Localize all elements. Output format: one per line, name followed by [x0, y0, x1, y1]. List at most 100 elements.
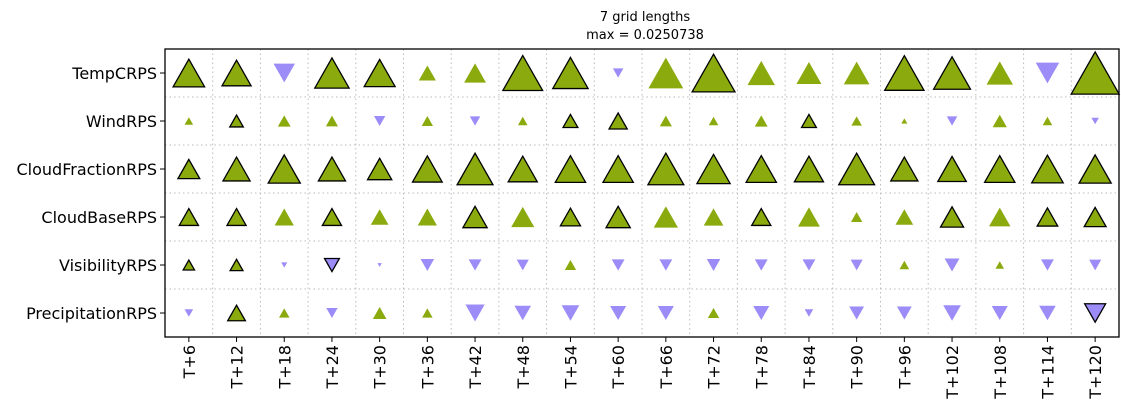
col-label-t-12: T+12 [228, 345, 247, 390]
triangle-marker-cloudbaserps-t-102 [939, 205, 965, 228]
triangle-marker-precipitationrps-t-48 [514, 305, 532, 321]
triangle-marker-visibilityrps-t-72 [706, 259, 721, 271]
col-label-t-42: T+42 [466, 345, 485, 390]
chart-title: 7 grid lengths [600, 10, 690, 25]
triangle-marker-visibilityrps-t-96 [899, 260, 910, 270]
col-label-t-72: T+72 [705, 345, 724, 390]
col-label-t-102: T+102 [943, 345, 962, 400]
triangle-marker-cloudbaserps-t-72 [703, 208, 724, 226]
col-labels: T+6 T+12 T+18 T+24 T+30 T+36 T+42 T+48 T+54 T+60 T… [180, 345, 1105, 400]
triangle-marker-cloudbaserps-t-114 [1036, 206, 1059, 227]
triangle-marker-cloudfractionrps-t-12 [221, 155, 252, 182]
col-label-t-120: T+120 [1086, 345, 1105, 400]
col-label-t-66: T+66 [657, 345, 676, 390]
triangle-marker-precipitationrps-t-84 [804, 309, 814, 317]
triangle-marker-tempcrps-t-102 [932, 55, 972, 90]
triangle-marker-visibilityrps-t-18 [281, 262, 288, 268]
triangle-marker-cloudfractionrps-t-30 [366, 157, 393, 181]
row-label-cloudbaserps: CloudBaseRPS [41, 208, 157, 227]
triangle-marker-tempcrps-t-84 [796, 62, 822, 84]
triangle-marker-visibilityrps-t-114 [1041, 259, 1054, 271]
triangle-marker-cloudfractionrps-t-90 [837, 151, 876, 186]
triangle-marker-cloudfractionrps-t-36 [411, 154, 444, 183]
triangle-marker-tempcrps-t-120 [1070, 50, 1121, 95]
triangle-marker-precipitationrps-t-72 [707, 308, 720, 318]
triangle-marker-cloudbaserps-t-36 [417, 208, 437, 226]
triangle-marker-cloudbaserps-t-42 [461, 205, 489, 229]
triangle-marker-cloudbaserps-t-24 [321, 207, 343, 227]
triangle-marker-cloudfractionrps-t-60 [601, 154, 635, 183]
col-label-t-108: T+108 [991, 345, 1010, 400]
triangle-marker-cloudfractionrps-t-108 [983, 154, 1017, 183]
triangle-marker-cloudfractionrps-t-102 [936, 155, 968, 183]
triangle-marker-cloudbaserps-t-12 [225, 207, 248, 227]
triangle-marker-tempcrps-t-42 [464, 63, 486, 83]
col-label-t-30: T+30 [371, 345, 390, 390]
triangle-marker-visibilityrps-t-30 [377, 263, 382, 267]
triangle-marker-cloudbaserps-t-96 [895, 209, 914, 225]
triangle-marker-visibilityrps-t-66 [659, 259, 673, 271]
grid-lines [165, 49, 1119, 337]
triangle-marker-precipitationrps-t-24 [326, 308, 338, 318]
triangle-marker-windrps-t-114 [1042, 116, 1053, 126]
triangle-marker-precipitationrps-t-108 [991, 305, 1008, 321]
triangle-marker-windrps-t-78 [754, 115, 768, 127]
triangle-marker-visibilityrps-t-24 [323, 257, 341, 273]
triangle-marker-windrps-t-54 [561, 113, 579, 129]
triangle-marker-windrps-t-108 [992, 114, 1007, 128]
triangle-marker-windrps-t-96 [901, 118, 908, 124]
triangle-marker-windrps-t-102 [946, 116, 958, 126]
triangle-marker-windrps-t-120 [1091, 117, 1099, 125]
row-label-cloudfractionrps: CloudFractionRPS [17, 160, 158, 179]
triangle-marker-tempcrps-t-108 [986, 61, 1013, 85]
col-label-t-36: T+36 [418, 345, 437, 390]
triangle-marker-cloudfractionrps-t-48 [507, 154, 539, 183]
triangle-marker-cloudfractionrps-t-120 [1077, 153, 1113, 184]
triangle-marker-visibilityrps-t-120 [1089, 259, 1102, 271]
triangle-marker-tempcrps-t-66 [648, 57, 684, 89]
triangle-marker-precipitationrps-t-42 [465, 304, 485, 322]
triangle-marker-windrps-t-84 [800, 113, 818, 129]
triangle-marker-windrps-t-36 [421, 116, 434, 126]
triangle-marker-cloudfractionrps-t-6 [176, 158, 201, 180]
triangle-marker-tempcrps-t-78 [747, 60, 775, 86]
triangle-marker-cloudbaserps-t-60 [604, 205, 632, 229]
col-label-t-60: T+60 [609, 345, 628, 390]
triangle-marker-precipitationrps-t-30 [372, 307, 387, 319]
triangle-marker-windrps-t-24 [325, 115, 339, 127]
triangle-marker-visibilityrps-t-42 [468, 259, 482, 271]
triangle-marker-precipitationrps-t-36 [422, 308, 433, 318]
triangle-marker-visibilityrps-t-108 [995, 261, 1005, 269]
row-label-windrps: WindRPS [86, 112, 157, 131]
col-label-t-6: T+6 [180, 345, 199, 379]
plot-frame [164, 48, 1120, 338]
triangle-marker-visibilityrps-t-48 [516, 259, 529, 271]
row-labels: TempCRPS WindRPS CloudFractionRPS CloudBase… [17, 64, 158, 323]
triangle-marker-tempcrps-t-36 [418, 65, 436, 81]
triangle-marker-windrps-t-42 [469, 116, 481, 126]
triangle-marker-windrps-t-18 [277, 115, 291, 127]
triangle-marker-precipitationrps-t-18 [279, 308, 290, 318]
triangle-marker-precipitationrps-t-60 [610, 305, 627, 321]
triangle-marker-precipitationrps-t-66 [657, 305, 674, 321]
col-label-t-78: T+78 [752, 345, 771, 390]
triangle-marker-cloudfractionrps-t-24 [317, 155, 347, 182]
triangle-marker-cloudbaserps-t-48 [511, 206, 535, 228]
triangle-marker-windrps-t-48 [517, 116, 528, 126]
markers [171, 50, 1121, 324]
triangle-marker-cloudfractionrps-t-54 [554, 154, 587, 183]
triangle-marker-cloudbaserps-t-54 [559, 206, 582, 227]
triangle-marker-tempcrps-t-18 [273, 63, 295, 83]
triangle-marker-cloudbaserps-t-84 [798, 207, 820, 227]
triangle-marker-cloudbaserps-t-6 [178, 207, 200, 227]
triangle-marker-tempcrps-t-6 [171, 57, 206, 88]
triangle-marker-tempcrps-t-90 [843, 61, 870, 85]
triangle-marker-windrps-t-90 [851, 116, 862, 126]
triangle-marker-visibilityrps-t-36 [420, 259, 435, 271]
col-label-t-84: T+84 [800, 345, 819, 390]
triangle-marker-cloudfractionrps-t-42 [456, 151, 495, 186]
triangle-marker-tempcrps-t-72 [691, 52, 737, 93]
triangle-marker-cloudbaserps-t-66 [653, 206, 678, 228]
triangle-marker-precipitationrps-t-102 [943, 305, 961, 321]
